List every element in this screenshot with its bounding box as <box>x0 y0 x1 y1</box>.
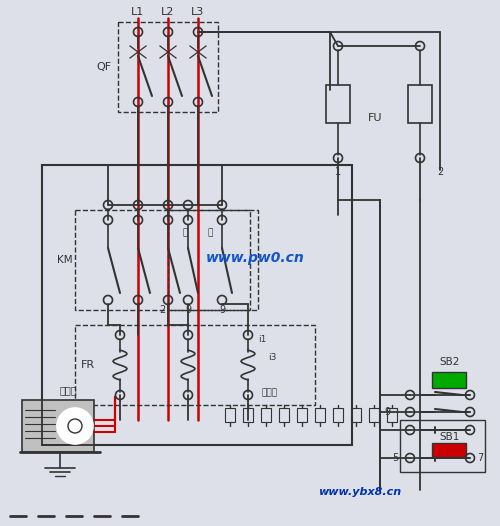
Text: 圈: 圈 <box>208 228 212 238</box>
Bar <box>432 443 466 457</box>
Bar <box>75 325 315 405</box>
Bar <box>315 408 325 422</box>
Text: 电动机: 电动机 <box>59 385 77 395</box>
Text: 2: 2 <box>437 167 443 177</box>
Text: 线: 线 <box>182 228 188 238</box>
Bar <box>118 22 218 112</box>
Bar <box>168 210 258 310</box>
Text: 7: 7 <box>477 453 483 463</box>
Text: 端子排: 端子排 <box>262 389 278 398</box>
Bar <box>369 408 379 422</box>
Text: 2: 2 <box>159 305 165 315</box>
Text: i3: i3 <box>268 353 276 362</box>
Bar <box>351 408 361 422</box>
Bar <box>333 408 343 422</box>
Text: www.ybx8.cn: www.ybx8.cn <box>318 487 402 497</box>
Bar <box>75 210 250 310</box>
Bar <box>22 400 94 452</box>
Text: www.pw0.cn: www.pw0.cn <box>206 251 304 265</box>
Text: SB2: SB2 <box>440 357 460 367</box>
Text: L3: L3 <box>192 7 204 17</box>
Bar <box>400 420 485 472</box>
Bar <box>408 85 432 123</box>
Text: i1: i1 <box>258 336 266 345</box>
Text: QF: QF <box>96 62 112 72</box>
Text: FU: FU <box>368 113 382 123</box>
Text: L1: L1 <box>132 7 144 17</box>
Bar <box>225 408 235 422</box>
Bar <box>326 85 350 123</box>
Text: 9: 9 <box>185 305 191 315</box>
Text: 5: 5 <box>392 453 398 463</box>
Bar <box>243 408 253 422</box>
Bar <box>432 372 466 388</box>
Bar <box>261 408 271 422</box>
Text: 9: 9 <box>384 407 390 417</box>
Bar <box>279 408 289 422</box>
Bar <box>42 165 352 445</box>
Text: L2: L2 <box>162 7 174 17</box>
Text: 1: 1 <box>335 167 341 177</box>
Text: 9: 9 <box>219 305 225 315</box>
Text: KM: KM <box>57 255 73 265</box>
Bar <box>297 408 307 422</box>
Text: FR: FR <box>81 360 95 370</box>
Circle shape <box>57 408 93 444</box>
Text: SB1: SB1 <box>440 432 460 442</box>
Bar <box>387 408 397 422</box>
